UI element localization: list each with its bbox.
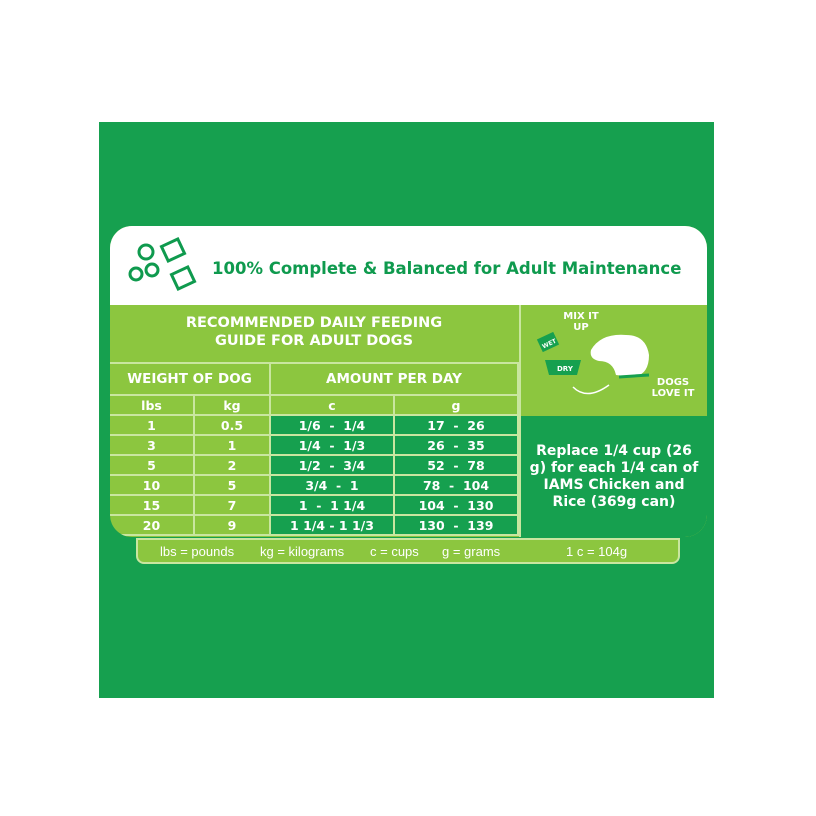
table-cell-c: 1/4 - 1/3 [271,436,395,456]
table-cell-kg: 5 [195,476,271,496]
table-cell-g: 78 - 104 [395,476,519,496]
table-cell-lbs: 15 [110,496,195,516]
legend-lbs: lbs = pounds [160,543,235,559]
table-cell-g: 104 - 130 [395,496,519,516]
table-cell-kg: 7 [195,496,271,516]
table-cell-c: 1 1/4 - 1 1/3 [271,516,395,536]
legend-c: c = cups [370,543,419,559]
table-cell-g: 52 - 78 [395,456,519,476]
feeding-guide-card: 100% Complete & Balanced for Adult Maint… [110,226,707,537]
kibble-and-cup-icon [128,236,197,292]
table-cell-g: 130 - 139 [395,516,519,536]
lbs-header: lbs [110,396,195,416]
table-cell-c: 1/2 - 3/4 [271,456,395,476]
cups-header: c [271,396,395,416]
table-cell-c: 1 - 1 1/4 [271,496,395,516]
svg-text:DRY: DRY [557,365,574,373]
legend-g: g = grams [442,543,501,559]
kg-header: kg [195,396,271,416]
guide-title-line: GUIDE FOR ADULT DOGS [214,333,414,349]
page-title: 100% Complete & Balanced for Adult Maint… [212,259,682,278]
weight-header: WEIGHT OF DOG [110,364,271,396]
legend-bar: lbs = pounds kg = kilograms c = cups g =… [136,538,680,564]
table-cell-kg: 9 [195,516,271,536]
table-cell-c: 3/4 - 1 [271,476,395,496]
legend-conversion: 1 c = 104g [566,543,628,559]
guide-title-line: RECOMMENDED DAILY FEEDING [185,315,443,331]
table-cell-kg: 1 [195,436,271,456]
table-cell-kg: 2 [195,456,271,476]
amount-header: AMOUNT PER DAY [271,364,519,396]
replace-note: Replace 1/4 cup (26 g) for each 1/4 can … [519,416,707,537]
table-cell-lbs: 1 [110,416,195,436]
dogs-love-it-label: DOGS LOVE IT [651,377,695,399]
mix-label: MIX IT UP [563,311,599,333]
mix-it-up-illustration: MIX IT UP WET DRY DOGS LOVE IT [519,305,707,416]
table-cell-c: 1/6 - 1/4 [271,416,395,436]
table-cell-lbs: 3 [110,436,195,456]
table-cell-g: 26 - 35 [395,436,519,456]
dog-and-bowl-icon: WET DRY [536,331,650,395]
guide-title: RECOMMENDED DAILY FEEDING GUIDE FOR ADUL… [110,314,518,350]
table-cell-lbs: 20 [110,516,195,536]
table-cell-lbs: 10 [110,476,195,496]
header: 100% Complete & Balanced for Adult Maint… [110,226,707,305]
table-cell-kg: 0.5 [195,416,271,436]
table-cell-lbs: 5 [110,456,195,476]
table-cell-g: 17 - 26 [395,416,519,436]
grams-header: g [395,396,519,416]
legend-kg: kg = kilograms [260,543,345,559]
